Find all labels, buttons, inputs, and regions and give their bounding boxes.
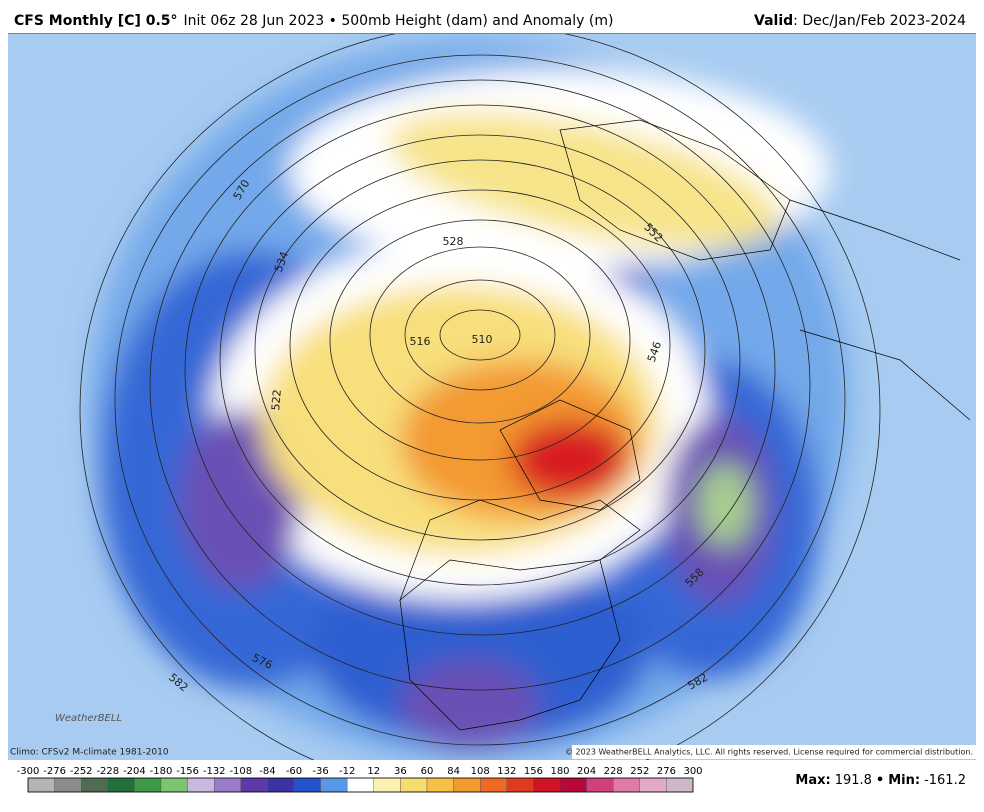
- separator: •: [876, 773, 884, 788]
- colorbar-segment: [666, 777, 694, 793]
- colorbar-segment: [347, 777, 375, 793]
- colorbar-segment: [54, 777, 82, 793]
- colorbar-label: 276: [657, 766, 676, 777]
- colorbar-segment: [506, 777, 534, 793]
- colorbar-label: 204: [577, 766, 596, 777]
- colorbar-label: 228: [604, 766, 623, 777]
- colorbar-segment: [559, 777, 587, 793]
- colorbar-segment: [586, 777, 614, 793]
- colorbar-label: 132: [497, 766, 516, 777]
- copyright: © 2023 WeatherBELL Analytics, LLC. All r…: [565, 748, 973, 757]
- colorbar-frame: [27, 777, 694, 793]
- colorbar-segment: [320, 777, 348, 793]
- title: CFS Monthly [C] 0.5° Init 06z 28 Jun 2023…: [14, 13, 613, 29]
- contour-label: 510: [472, 333, 493, 346]
- colorbar-label: -180: [150, 766, 173, 777]
- copyright-bg: [572, 745, 976, 759]
- colorbar-label: 108: [471, 766, 490, 777]
- colorbar-label: -228: [96, 766, 119, 777]
- colorbar-segment: [426, 777, 454, 793]
- colorbar-segment: [267, 777, 295, 793]
- colorbar-segment: [480, 777, 508, 793]
- height-contours: [79, 34, 881, 760]
- colorbar-label: 252: [630, 766, 649, 777]
- colorbar-label: -252: [70, 766, 93, 777]
- colorbar-label: -204: [123, 766, 146, 777]
- title-rest: Init 06z 28 Jun 2023 • 500mb Height (dam…: [184, 13, 614, 29]
- colorbar-label: -132: [203, 766, 226, 777]
- colorbar-label: 36: [394, 766, 407, 777]
- colorbar-label: 300: [683, 766, 702, 777]
- colorbar-segment: [613, 777, 641, 793]
- valid: Valid: Dec/Jan/Feb 2023-2024: [754, 13, 966, 29]
- colorbar-label: -300: [17, 766, 40, 777]
- colorbar-label: -12: [339, 766, 355, 777]
- colorbar-segment: [240, 777, 268, 793]
- colorbar-label: 12: [367, 766, 380, 777]
- colorbar-segment: [213, 777, 241, 793]
- colorbar-segment: [134, 777, 162, 793]
- max-label: Max:: [795, 773, 830, 788]
- max: 191.8: [835, 773, 872, 788]
- contour-label: 522: [269, 389, 284, 411]
- contour-label: 528: [443, 235, 464, 248]
- colorbar-segment: [107, 777, 135, 793]
- colorbar-segment: [400, 777, 428, 793]
- colorbar-label: -36: [312, 766, 328, 777]
- colorbar-segment: [27, 777, 55, 793]
- colorbar-segment: [639, 777, 667, 793]
- min: -161.2: [924, 773, 966, 788]
- title-bold: CFS Monthly [C] 0.5°: [14, 13, 178, 29]
- colorbar-label: -276: [43, 766, 66, 777]
- climo: Climo: CFSv2 M-climate 1981-2010: [10, 748, 169, 758]
- colorbar-segment: [373, 777, 401, 793]
- colorbar-segment: [533, 777, 561, 793]
- colorbar-label: 84: [447, 766, 460, 777]
- map: WeatherBELL: [8, 34, 976, 760]
- colorbar-segment: [453, 777, 481, 793]
- colorbar-label: -156: [176, 766, 199, 777]
- min-label: Min:: [888, 773, 920, 788]
- logo: WeatherBELL: [55, 713, 122, 724]
- colorbar-label: 156: [524, 766, 543, 777]
- contour-label: 516: [410, 335, 431, 348]
- colorbar-segment: [187, 777, 215, 793]
- colorbar-label: -60: [286, 766, 302, 777]
- coastlines: [399, 119, 971, 731]
- colorbar-label: 60: [421, 766, 434, 777]
- colorbar-label: -108: [229, 766, 252, 777]
- colorbar-segment: [80, 777, 108, 793]
- colorbar-segment: [293, 777, 321, 793]
- stats: Max: 191.8 • Min: -161.2: [795, 773, 966, 788]
- colorbar-label: -84: [259, 766, 275, 777]
- valid-label: Valid: [754, 13, 793, 29]
- colorbar-label: 180: [550, 766, 569, 777]
- colorbar: -300 -276 -252 -228 -204 -180 -156 -132 -108 -84-…: [17, 766, 703, 793]
- colorbar-segment: [160, 777, 188, 793]
- valid-rest: : Dec/Jan/Feb 2023-2024: [793, 13, 966, 29]
